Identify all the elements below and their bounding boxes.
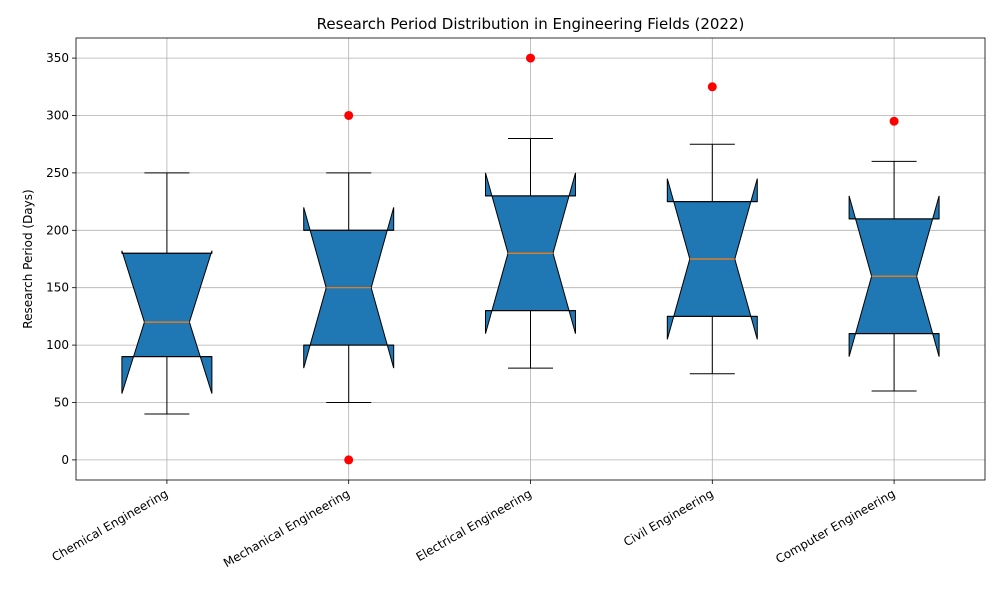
chart-title: Research Period Distribution in Engineer… [317, 15, 745, 33]
outlier-point [344, 455, 354, 465]
box-4 [666, 82, 758, 375]
plot-layer [121, 53, 940, 465]
plot-frame [75, 37, 986, 481]
y-tick-label: 250 [46, 166, 69, 180]
y-tick-label: 350 [46, 51, 69, 65]
outlier-point [526, 53, 535, 63]
box-5 [848, 116, 940, 392]
y-tick-label: 0 [61, 453, 69, 467]
box-1 [121, 172, 213, 415]
outlier-point [707, 82, 717, 92]
y-axis-label: Research Period (Days) [21, 189, 35, 328]
y-tick-label: 150 [46, 281, 69, 295]
x-tick-label: Civil Engineering [621, 486, 716, 549]
outlier-point [889, 116, 899, 126]
y-tick-label: 50 [54, 396, 69, 410]
box-3 [485, 53, 576, 369]
y-tick-label: 300 [46, 108, 69, 122]
outlier-point [344, 110, 354, 120]
x-tick-label: Mechanical Engineering [221, 486, 352, 570]
x-tick-label: Electrical Engineering [414, 486, 534, 564]
y-tick-label: 100 [46, 338, 69, 352]
x-tick-label: Computer Engineering [773, 486, 897, 566]
y-tick-label: 200 [46, 223, 69, 237]
box-2 [303, 110, 395, 465]
x-tick-label: Chemical Engineering [50, 486, 171, 564]
